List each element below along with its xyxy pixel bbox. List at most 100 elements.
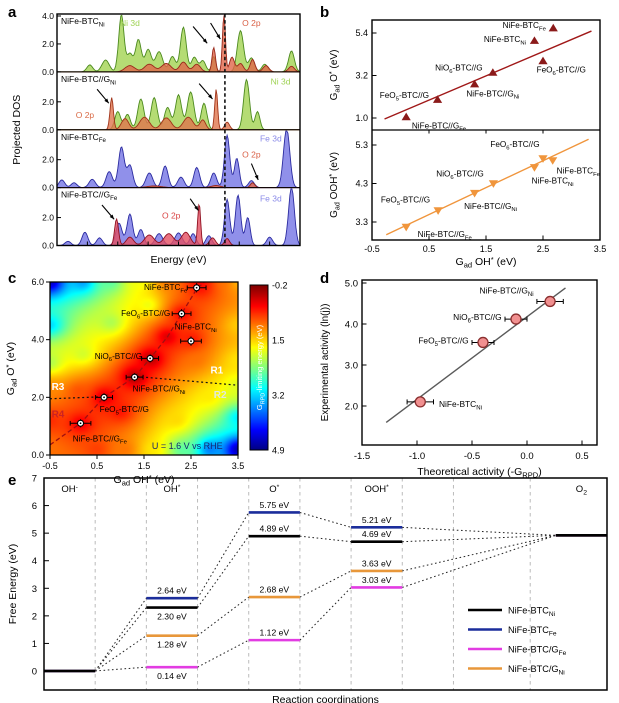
y-tick-label: 3.3	[355, 217, 368, 227]
dos-series-label: O 2p	[162, 210, 181, 220]
point-label: NiO6-BTC//G	[436, 169, 483, 180]
legend-entry: NiFe-BTC/GNi	[468, 664, 565, 676]
y-axis-label: Experimental activity (ln(j))	[320, 304, 331, 422]
data-point-group	[504, 313, 528, 325]
point-label: NiFe-BTC//GNi	[464, 202, 517, 213]
point-label: FeO5-BTC//G	[381, 196, 430, 207]
level-connector	[402, 534, 556, 543]
data-point-group	[536, 295, 564, 308]
panel-letter-b: b	[320, 4, 330, 21]
point-label: NiFe-BTC//GNi	[466, 89, 519, 100]
x-tick-label: -0.5	[42, 461, 58, 471]
x-axis-label: Gad OH* (eV)	[456, 255, 517, 270]
point-label: NiFe-BTCFe	[557, 166, 601, 177]
level-connector	[95, 666, 147, 672]
data-point-group	[95, 393, 114, 402]
annotation-arrowhead	[202, 38, 208, 44]
level-connector	[402, 526, 556, 536]
level-connector	[299, 511, 352, 528]
region-label: R2	[214, 390, 227, 401]
annotation-arrowhead	[254, 174, 259, 180]
scatter-point	[488, 180, 499, 188]
dos-subpanel: Fe 3d O 2p NiFe-BTCFe 2.0 0.0	[42, 129, 301, 193]
colorbar-label: GRPD-limiting energy (eV)	[255, 324, 266, 410]
energy-label: 5.75 eV	[260, 500, 290, 510]
colorbar-tick-label: -0.2	[272, 281, 288, 291]
scatter-point	[414, 396, 426, 408]
ridge-line	[49, 281, 205, 446]
energy-label: 1.28 eV	[157, 640, 187, 650]
x-tick-label: -0.5	[364, 244, 380, 254]
energy-label: 2.30 eV	[157, 612, 187, 622]
point-label: NiFe-BTCFe	[144, 283, 188, 294]
scatter-point-center	[149, 357, 152, 360]
region-boundary-line	[49, 396, 103, 400]
legend-label: NiFe-BTCFe	[508, 625, 557, 637]
y-tick-label: 5	[32, 529, 37, 540]
y-tick-label: 5.4	[355, 28, 368, 38]
legend-label: NiFe-BTCNi	[508, 606, 556, 618]
energy-label: 3.03 eV	[362, 575, 392, 585]
dos-subpanel-title: NiFe-BTCFe	[61, 132, 107, 144]
legend-entry: NiFe-BTC/GFe	[468, 645, 567, 657]
dos-subpanel: Fe 3d O 2p NiFe-BTC//GFe 2.0 0.0	[42, 187, 301, 251]
level-connector	[197, 596, 250, 637]
level-connector	[402, 534, 556, 588]
y-tick-label: 5.0	[345, 279, 358, 290]
dos-series-label: O 2p	[242, 150, 261, 160]
point-label: NiFe-BTC//GNi	[480, 285, 534, 297]
dos-series-label: Fe 3d	[260, 134, 282, 144]
scatter-point	[538, 56, 548, 65]
stage-label: OOH*	[365, 484, 390, 495]
y-tick-label: 2.0	[42, 155, 54, 165]
energy-label: 4.69 eV	[362, 529, 392, 539]
data-point-group	[69, 419, 92, 428]
point-label: NiFe-BTCNi	[532, 176, 574, 187]
trend-line	[385, 138, 589, 236]
annotation-arrowhead	[104, 98, 109, 104]
annotation-u-potential: U = 1.6 V vs RHE	[152, 441, 223, 451]
trend-line	[384, 30, 592, 120]
dos-subpanel-title: NiFe-BTC//GNi	[61, 74, 116, 86]
energy-label: 1.12 eV	[260, 628, 290, 638]
x-tick-label: 2.5	[185, 461, 198, 471]
point-label: NiO6-BTC//G	[95, 352, 142, 363]
point-label: FeO5-BTC//G	[100, 405, 149, 416]
plot-frame	[371, 19, 601, 241]
y-tick-label: 4.3	[355, 179, 368, 189]
dos-subpanel: Ni 3d O 2p NiFe-BTC//GNi 2.0 0.0	[42, 71, 301, 135]
scatter-plot: NiFe-BTC//GFe FeO5-BTC//G NiFe-BTC//GNi NiO…	[327, 21, 592, 133]
scatter-point	[488, 68, 498, 76]
scatter-point-center	[195, 286, 198, 289]
x-tick-label: 2.5	[537, 244, 550, 254]
level-connector	[299, 535, 352, 543]
region-label: R4	[52, 410, 65, 421]
panel-letter-a: a	[8, 4, 17, 21]
colorbar-tick-label: 4.9	[272, 446, 285, 456]
energy-label: 2.68 eV	[260, 585, 290, 595]
energy-label: 5.21 eV	[362, 515, 392, 525]
scatter-point	[529, 164, 540, 172]
panel-c-volcano-map: NiFe-BTCFe FeO6-BTC//G NiFe-BTCNi NiO6-BTC/…	[4, 277, 288, 487]
level-connector	[94, 635, 147, 672]
level-connector	[402, 534, 556, 572]
panel-b-scatter-plots: NiFe-BTC//GFe FeO5-BTC//G NiFe-BTC//GNi NiO…	[327, 19, 607, 270]
point-label: FeO6-BTC//G	[490, 140, 539, 151]
y-tick-label: 0.0	[42, 125, 54, 135]
scatter-point	[432, 95, 443, 103]
scatter-point	[538, 155, 548, 163]
x-tick-label: 0.5	[91, 461, 104, 471]
point-label: NiFe-BTC//GFe	[412, 121, 467, 132]
y-tick-label: 0.0	[31, 450, 44, 460]
y-axis-label: Gad O* (eV)	[4, 342, 19, 395]
x-tick-label: 3.5	[594, 244, 607, 254]
panel-e-free-energy-diagram: 0.14 eV 1.12 eV 3.03 eV 1.28 eV 2.68 eV 3.63 …	[7, 474, 608, 703]
scatter-point-center	[103, 396, 105, 399]
colorbar-tick-label: 1.5	[272, 336, 285, 346]
stage-label: OH*	[163, 484, 180, 495]
scatter-point-center	[79, 422, 82, 425]
scatter-point	[544, 295, 556, 308]
y-tick-label: 4	[32, 556, 37, 567]
point-label: FeO5-BTC//G	[380, 91, 429, 102]
colorbar-frame	[249, 284, 269, 451]
